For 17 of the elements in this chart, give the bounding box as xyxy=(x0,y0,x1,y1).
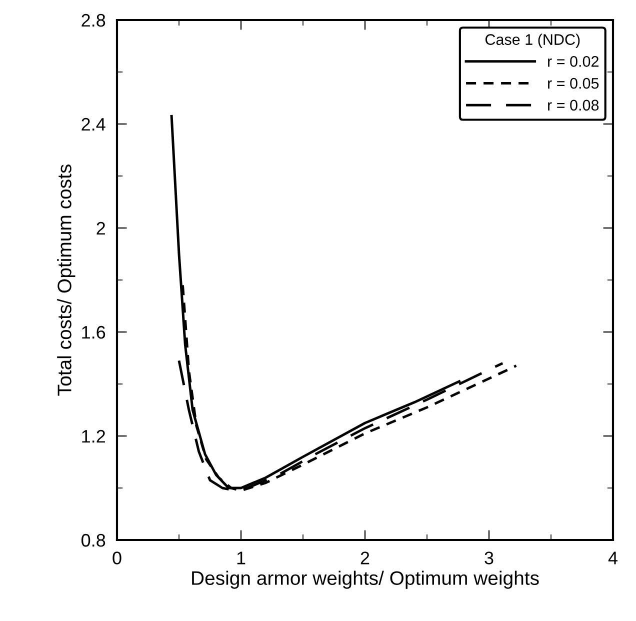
x-tick-label: 0 xyxy=(112,552,122,564)
y-tick-label: 1.6 xyxy=(82,326,106,339)
x-tick-label: 4 xyxy=(608,552,618,564)
legend-title: Case 1 (NDC) xyxy=(485,34,580,48)
y-tick-label: 2.4 xyxy=(82,118,106,131)
legend-label: r = 0.02 xyxy=(548,56,598,67)
x-tick-label: 3 xyxy=(484,552,494,564)
legend-label: r = 0.08 xyxy=(548,100,599,111)
x-tick-label: 1 xyxy=(237,552,246,564)
y-tick-label: 1.2 xyxy=(82,430,105,443)
legend-label: r = 0.05 xyxy=(548,78,599,89)
x-tick-label: 2 xyxy=(360,552,370,564)
x-axis-title: Design armor weights/ Optimum weights xyxy=(192,570,539,589)
y-tick-label: 2.8 xyxy=(82,14,106,27)
y-tick-label: 0.8 xyxy=(81,534,106,547)
y-axis-title: Total costs/ Optimum costs xyxy=(57,164,76,396)
y-tick-label: 2 xyxy=(96,222,105,235)
